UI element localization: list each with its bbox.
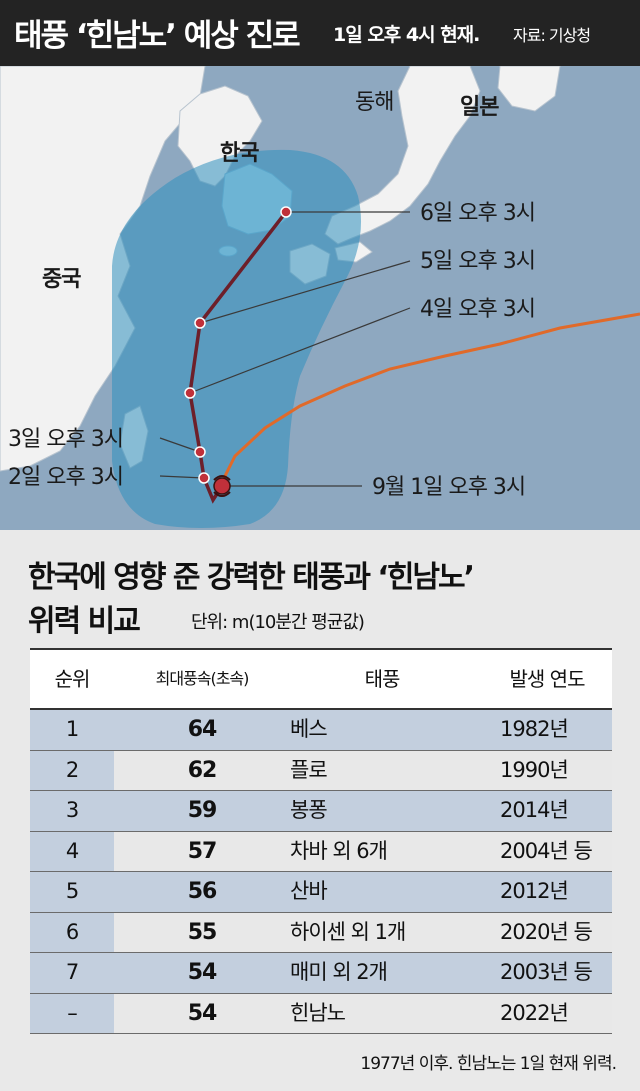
point-day3 (194, 446, 206, 458)
point-day4 (184, 387, 196, 399)
table-row: 1 64 베스 1982년 (30, 710, 612, 751)
header-speed: 최대풍속(초속) (155, 669, 250, 688)
speed-cell: 54 (187, 1000, 218, 1026)
table-row: 7 54 매미 외 2개 2003년 등 (30, 953, 612, 994)
speed-cell: 57 (187, 838, 218, 864)
label-east-sea: 동해 (355, 90, 393, 115)
year-cell: 2012년 (500, 879, 569, 903)
year-cell: 2020년 등 (500, 919, 593, 944)
japan-hokkaido (497, 66, 561, 112)
header-title: 태풍 ‘힌남노’ 예상 진로 (14, 18, 301, 54)
footnote: 1977년 이후. 힌남노는 1일 현재 위력. (360, 1054, 617, 1074)
rank-cell: 1 (30, 710, 114, 749)
year-cell: 1982년 (500, 717, 569, 741)
map-svg: 한국 중국 동해 일본 6일 오후 3시 5일 오후 3시 4일 오후 3시 3… (0, 66, 640, 530)
speed-cell: 59 (187, 798, 218, 823)
year-cell: 2022년 (500, 1000, 569, 1025)
rank-cell: 6 (30, 912, 114, 952)
table-title: 한국에 영향 준 강력한 태풍과 ‘힌남노’ 위력 비교 (28, 556, 475, 644)
speed-cell: 62 (187, 757, 218, 783)
speed-cell: 56 (187, 879, 218, 904)
name-cell: 봉퐁 (290, 798, 328, 822)
leader-lines (159, 211, 411, 487)
speed-cell: 64 (187, 717, 218, 742)
header-rank: 순위 (54, 667, 91, 691)
label-day5: 5일 오후 3시 (420, 249, 535, 274)
header: 태풍 ‘힌남노’ 예상 진로 1일 오후 4시 현재. 자료: 기상청 (0, 0, 640, 66)
comparison-table: 순위 최대풍속(초속) 태풍 발생 연도 1 64 베스 1982년 2 62 플로 1990… (30, 648, 612, 1034)
past-track (216, 312, 640, 491)
header-source: 자료: 기상청 (513, 26, 591, 45)
name-cell: 산바 (290, 879, 328, 903)
label-day2: 2일 오후 3시 (8, 465, 123, 490)
speed-cell: 55 (187, 919, 218, 945)
rank-cell: 3 (30, 791, 114, 830)
rank-cell: – (30, 993, 114, 1033)
rank-cell: 5 (30, 872, 114, 911)
table-row: 3 59 봉퐁 2014년 (30, 791, 612, 832)
label-korea: 한국 (220, 141, 259, 166)
rank-cell: 2 (30, 750, 114, 790)
label-japan: 일본 (460, 95, 499, 120)
table-row: 5 56 산바 2012년 (30, 872, 612, 913)
point-day5 (194, 317, 206, 329)
table-row: – 54 힌남노 2022년 (30, 993, 612, 1034)
table-row: 4 57 차바 외 6개 2004년 등 (30, 831, 612, 872)
name-cell: 차바 외 6개 (290, 838, 388, 863)
point-day2 (198, 472, 210, 484)
table-header: 순위 최대풍속(초속) 태풍 발생 연도 (30, 648, 612, 710)
table-unit: 단위: m(10분간 평균값) (191, 612, 365, 633)
year-cell: 2003년 등 (500, 960, 593, 984)
name-cell: 플로 (290, 757, 328, 782)
typhoon-icon (213, 475, 231, 497)
name-cell: 매미 외 2개 (290, 960, 388, 984)
label-day6: 6일 오후 3시 (420, 201, 535, 226)
rank-cell: 4 (30, 831, 114, 871)
label-day3: 3일 오후 3시 (8, 427, 123, 452)
table-body: 1 64 베스 1982년 2 62 플로 1990년 3 59 봉퐁 2014년 4 57 차바 외 6개… (30, 710, 612, 1034)
year-cell: 2004년 등 (500, 838, 593, 863)
label-china: 중국 (42, 267, 81, 292)
year-cell: 1990년 (500, 757, 569, 782)
table-title-line1: 한국에 영향 준 강력한 태풍과 ‘힌남노’ (28, 560, 475, 595)
point-day6 (280, 206, 292, 218)
header-year: 발생 연도 (509, 667, 586, 691)
forecast-cone (112, 149, 362, 528)
name-cell: 베스 (290, 717, 328, 741)
name-cell: 하이센 외 1개 (290, 919, 406, 944)
year-cell: 2014년 (500, 798, 569, 822)
name-cell: 힌남노 (290, 1000, 346, 1025)
header-time: 1일 오후 4시 현재. (333, 24, 480, 46)
speed-cell: 54 (187, 960, 218, 985)
table-title-line2: 위력 비교 (28, 604, 141, 639)
table-row: 6 55 하이센 외 1개 2020년 등 (30, 912, 612, 953)
header-name: 태풍 (364, 667, 401, 691)
typhoon-track-map: 한국 중국 동해 일본 6일 오후 3시 5일 오후 3시 4일 오후 3시 3… (0, 66, 640, 530)
label-day1: 9월 1일 오후 3시 (372, 475, 525, 500)
table-row: 2 62 플로 1990년 (30, 750, 612, 791)
label-day4: 4일 오후 3시 (420, 297, 535, 322)
rank-cell: 7 (30, 953, 114, 992)
